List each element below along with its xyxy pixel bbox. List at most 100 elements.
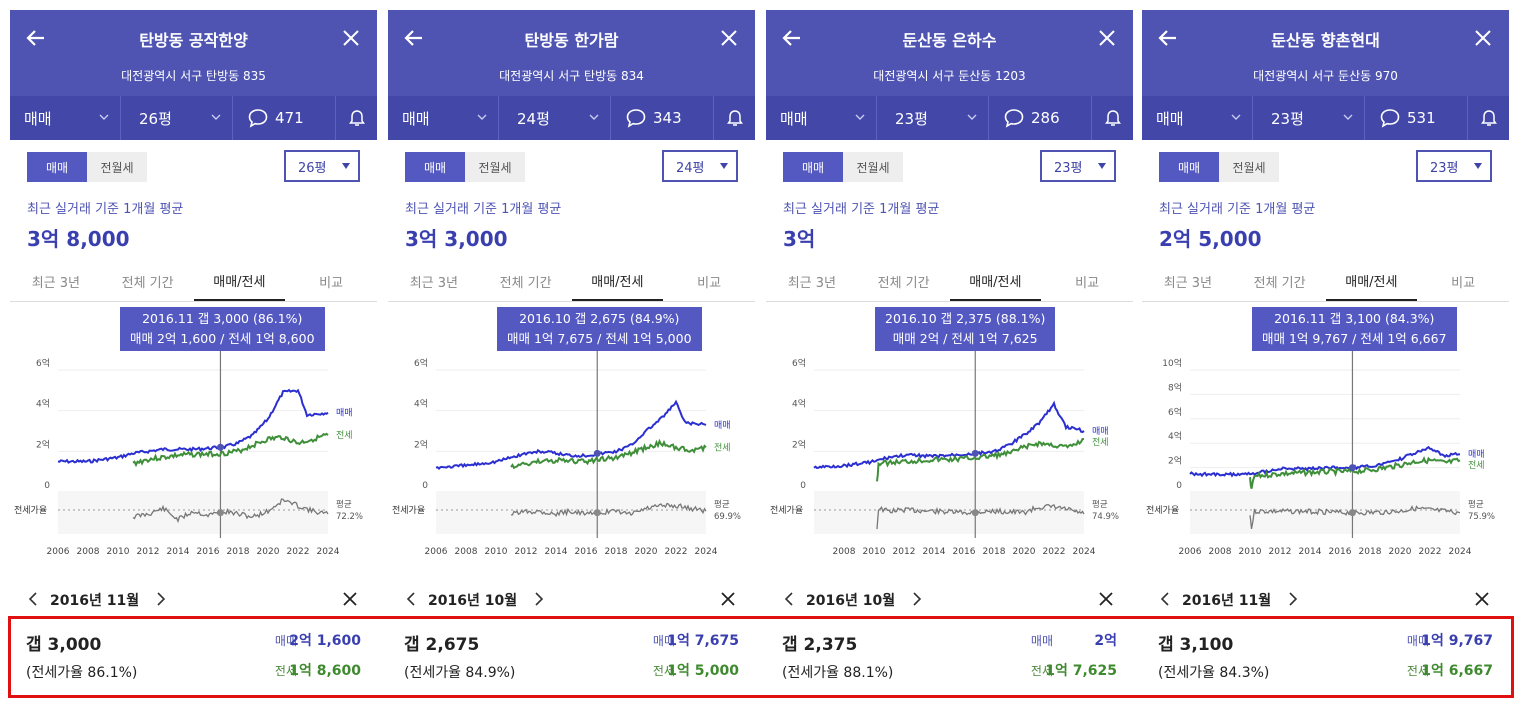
back-arrow-icon[interactable] [22,24,50,52]
gap-summary: 갭 3,000 (전세가율 86.1%) 매매 2억 1,600 전세 1억 8… [10,620,377,690]
size-dropdown[interactable]: 26평 [120,96,232,140]
close-icon[interactable] [719,590,737,608]
chart-tabs: 최근 3년 전체 기간 매매/전세 비교 [10,262,377,302]
trade-type-dropdown[interactable]: 매매 [766,96,876,140]
x-tick-label: 2020 [1013,547,1036,557]
close-icon[interactable] [341,590,359,608]
tab-all-period[interactable]: 전체 기간 [1253,276,1306,291]
chevron-left-icon[interactable] [26,590,40,608]
tab-compare[interactable]: 비교 [1451,276,1476,291]
close-icon[interactable] [337,24,365,52]
tab-all-period[interactable]: 전체 기간 [877,276,930,291]
tab-compare[interactable]: 비교 [319,276,344,291]
tab-recent-3y[interactable]: 최근 3년 [787,276,837,291]
comment-count: 343 [653,109,682,127]
tab-sale-jeonse[interactable]: 매매/전세 [193,262,286,301]
back-arrow-icon[interactable] [400,24,428,52]
toggle-sale[interactable]: 매매 [27,152,87,182]
trade-type-dropdown[interactable]: 매매 [10,96,120,140]
chevron-left-icon[interactable] [1158,590,1172,608]
jeonse-series-line [132,432,329,468]
tab-compare[interactable]: 비교 [1075,276,1100,291]
comments-button[interactable]: 471 [232,96,335,140]
tab-recent-3y[interactable]: 최근 3년 [409,276,459,291]
alert-button[interactable] [713,96,755,140]
chevron-right-icon[interactable] [1286,590,1300,608]
toggle-rent[interactable]: 전월세 [465,152,525,182]
avg-value: 75.9% [1468,512,1495,522]
trade-toggle: 매매 전월세 [405,152,525,182]
tab-recent-3y[interactable]: 최근 3년 [1163,276,1213,291]
jeonse-value: 1억 6,667 [1421,663,1493,679]
tab-sale-jeonse[interactable]: 매매/전세 [1325,262,1418,301]
jeonse-label: 전세 [274,664,297,678]
chevron-down-icon [211,114,221,120]
trade-type-dropdown[interactable]: 매매 [388,96,498,140]
date-navigator: 2016년 10월 [766,586,1133,616]
toggle-sale[interactable]: 매매 [405,152,465,182]
alert-button[interactable] [1091,96,1133,140]
back-arrow-icon[interactable] [778,24,806,52]
alert-button[interactable] [1467,96,1509,140]
tooltip-line-1: 2016.10 갭 2,675 (84.9%) [519,311,680,326]
tooltip-line-1: 2016.10 갭 2,375 (88.1%) [885,311,1046,326]
size-dropdown[interactable]: 24평 [498,96,610,140]
size-select[interactable]: 23평 [1040,150,1116,182]
size-select[interactable]: 24평 [662,150,738,182]
close-icon[interactable] [1097,590,1115,608]
toggle-rent[interactable]: 전월세 [1219,152,1279,182]
price-chart[interactable]: 6억 4억 2억 0 전세가율 평균 72.2% 2006 2008 2010 2012 2014 20… [10,302,377,558]
y-tick-label: 10억 [1162,357,1182,369]
size-label: 23평 [1271,109,1304,128]
size-dropdown[interactable]: 23평 [876,96,988,140]
chevron-down-icon [855,114,865,120]
trade-type-dropdown[interactable]: 매매 [1142,96,1252,140]
close-icon[interactable] [1093,24,1121,52]
y-tick-label: 0 [800,481,806,491]
size-select[interactable]: 26평 [284,150,360,182]
toggle-sale[interactable]: 매매 [1159,152,1219,182]
caret-down-icon [1474,163,1482,169]
price-chart[interactable]: 6억 4억 2억 0 전세가율 평균 74.9% 2008 2010 2012 2014 2016 20… [766,302,1133,558]
toggle-rent[interactable]: 전월세 [843,152,903,182]
filter-bar: 매매 26평 471 [10,96,377,140]
price-chart[interactable]: 6억 4억 2억 0 전세가율 평균 69.9% 2006 2008 2010 2012 2014 20… [388,302,755,558]
tab-compare[interactable]: 비교 [697,276,722,291]
close-icon[interactable] [715,24,743,52]
ratio-cursor-dot [971,509,979,517]
chevron-right-icon[interactable] [154,590,168,608]
size-select[interactable]: 23평 [1416,150,1492,182]
tab-all-period[interactable]: 전체 기간 [121,276,174,291]
comments-button[interactable]: 286 [988,96,1091,140]
apartment-title: 둔산동 향촌현대 [1271,31,1380,50]
average-price: 3억 3,000 [405,227,508,251]
tab-recent-3y[interactable]: 최근 3년 [31,276,81,291]
comments-button[interactable]: 343 [610,96,713,140]
chevron-right-icon[interactable] [910,590,924,608]
tab-sale-jeonse[interactable]: 매매/전세 [571,262,664,301]
y-tick-label: 2억 [36,438,50,450]
close-icon[interactable] [1469,24,1497,52]
chart-tooltip: 2016.11 갭 3,000 (86.1%) 매매 2억 1,600 / 전세… [120,307,325,351]
comments-button[interactable]: 531 [1364,96,1467,140]
price-basis-label: 최근 실거래 기준 1개월 평균 [27,202,184,217]
tooltip-line-1: 2016.11 갭 3,000 (86.1%) [142,311,303,326]
chevron-left-icon[interactable] [404,590,418,608]
toggle-rent[interactable]: 전월세 [87,152,147,182]
avg-value: 72.2% [336,512,363,522]
close-icon[interactable] [1473,590,1491,608]
ratio-cursor-dot [216,509,224,517]
date-navigator: 2016년 10월 [388,586,755,616]
toggle-sale[interactable]: 매매 [783,152,843,182]
back-arrow-icon[interactable] [1154,24,1182,52]
avg-value: 69.9% [714,512,741,522]
x-tick-label: 2008 [1209,547,1232,557]
tab-sale-jeonse[interactable]: 매매/전세 [949,262,1042,301]
chevron-right-icon[interactable] [532,590,546,608]
size-dropdown[interactable]: 23평 [1252,96,1364,140]
alert-button[interactable] [335,96,377,140]
tab-all-period[interactable]: 전체 기간 [499,276,552,291]
x-tick-label: 2024 [317,547,340,557]
chevron-left-icon[interactable] [782,590,796,608]
price-chart[interactable]: 10억 8억 6억 4억 2억 0 전세가율 평균 75.9% 2006 2008 2010 2012 2… [1142,302,1509,558]
